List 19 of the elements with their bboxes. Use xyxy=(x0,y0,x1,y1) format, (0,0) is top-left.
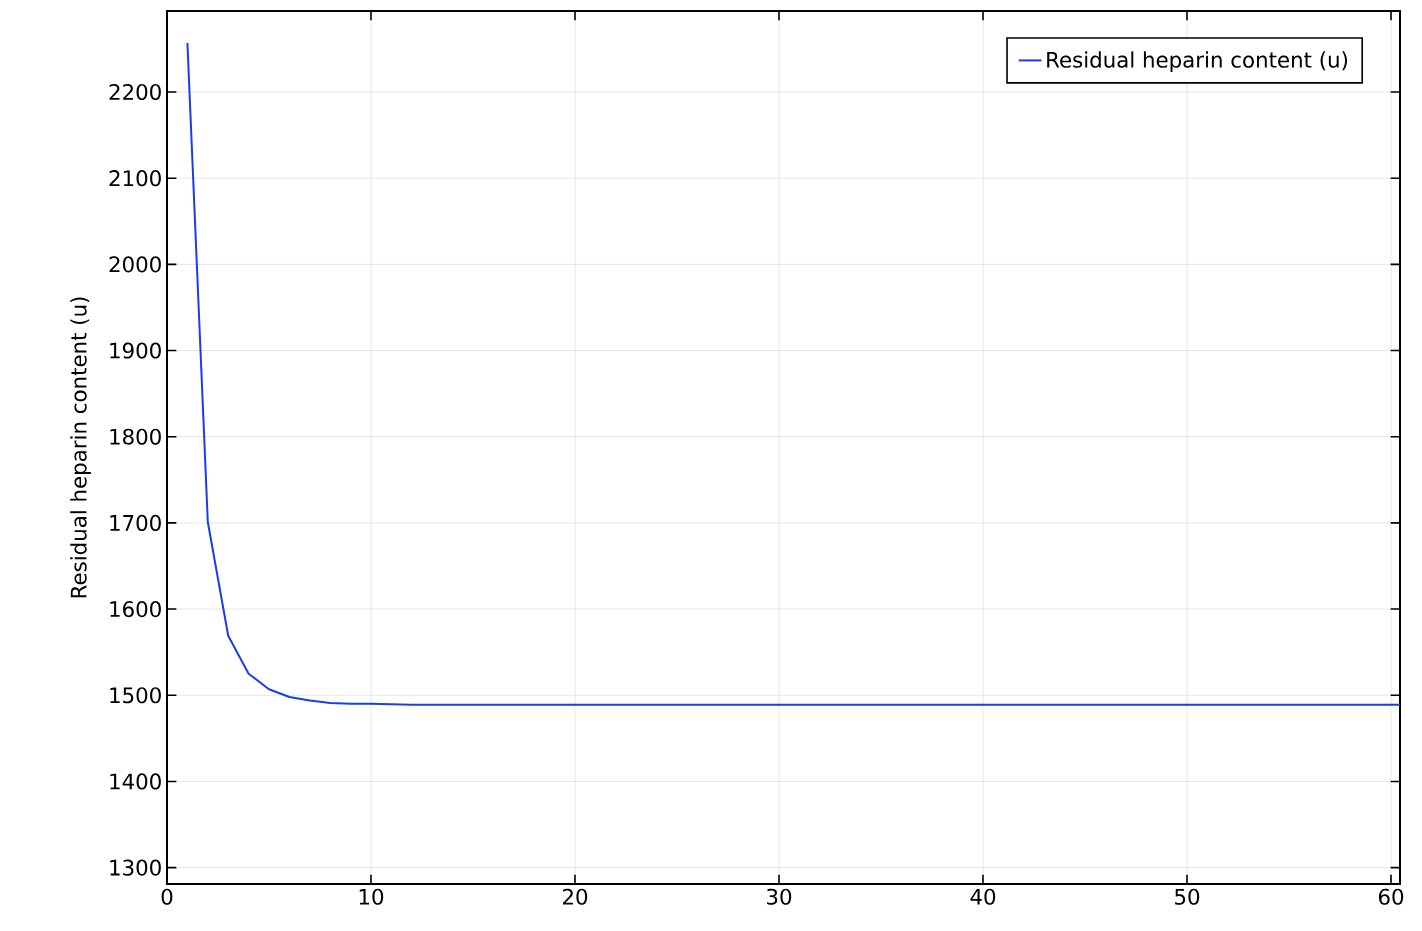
y-tick-label: 1300 xyxy=(110,859,161,876)
x-tick-label: 60 xyxy=(1378,888,1404,905)
y-tick-label: 2000 xyxy=(109,256,161,273)
x-tick-label: 40 xyxy=(970,888,996,905)
y-tick-label: 1900 xyxy=(110,342,161,359)
legend-label: Residual heparin content (u) xyxy=(1047,51,1348,72)
y-tick-label: 2100 xyxy=(109,170,161,187)
y-tick-label: 2200 xyxy=(109,83,161,101)
y-tick-label: 1500 xyxy=(110,687,161,704)
x-tick-label: 30 xyxy=(767,888,792,905)
x-tick-label: 20 xyxy=(563,888,588,905)
x-tick-label: 50 xyxy=(1175,888,1200,905)
y-axis-title: Residual heparin content (u) xyxy=(70,297,91,598)
x-tick-label: 10 xyxy=(359,888,384,905)
y-tick-label: 1700 xyxy=(110,514,161,531)
y-tick-label: 1800 xyxy=(110,428,161,445)
x-tick-label: 0 xyxy=(161,888,173,905)
y-tick-label: 1600 xyxy=(110,601,161,618)
y-tick-label: 1400 xyxy=(110,773,161,790)
